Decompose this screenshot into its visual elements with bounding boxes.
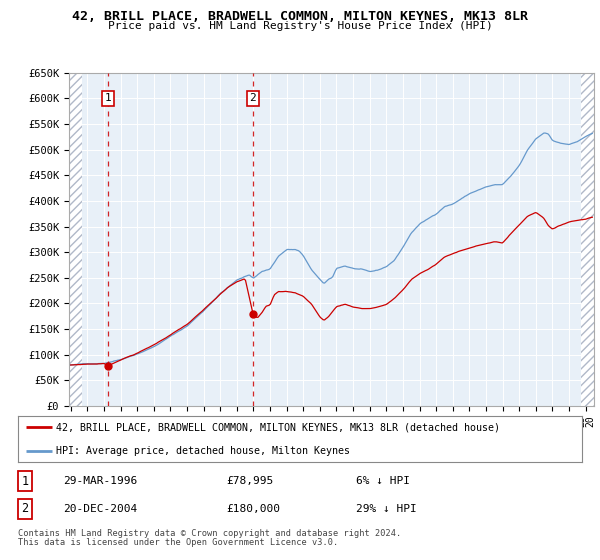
Text: HPI: Average price, detached house, Milton Keynes: HPI: Average price, detached house, Milt…: [56, 446, 350, 456]
Text: 42, BRILL PLACE, BRADWELL COMMON, MILTON KEYNES, MK13 8LR: 42, BRILL PLACE, BRADWELL COMMON, MILTON…: [72, 10, 528, 23]
Text: Contains HM Land Registry data © Crown copyright and database right 2024.: Contains HM Land Registry data © Crown c…: [18, 529, 401, 538]
Text: £180,000: £180,000: [227, 504, 281, 514]
Text: 29-MAR-1996: 29-MAR-1996: [63, 476, 137, 486]
Text: 42, BRILL PLACE, BRADWELL COMMON, MILTON KEYNES, MK13 8LR (detached house): 42, BRILL PLACE, BRADWELL COMMON, MILTON…: [56, 422, 500, 432]
Text: 29% ↓ HPI: 29% ↓ HPI: [356, 504, 417, 514]
Text: 20-DEC-2004: 20-DEC-2004: [63, 504, 137, 514]
Text: 1: 1: [104, 94, 112, 104]
Text: £78,995: £78,995: [227, 476, 274, 486]
Text: 2: 2: [250, 94, 256, 104]
Text: 6% ↓ HPI: 6% ↓ HPI: [356, 476, 410, 486]
Text: This data is licensed under the Open Government Licence v3.0.: This data is licensed under the Open Gov…: [18, 538, 338, 547]
Text: 1: 1: [21, 475, 28, 488]
Text: 2: 2: [21, 502, 28, 515]
Text: Price paid vs. HM Land Registry's House Price Index (HPI): Price paid vs. HM Land Registry's House …: [107, 21, 493, 31]
